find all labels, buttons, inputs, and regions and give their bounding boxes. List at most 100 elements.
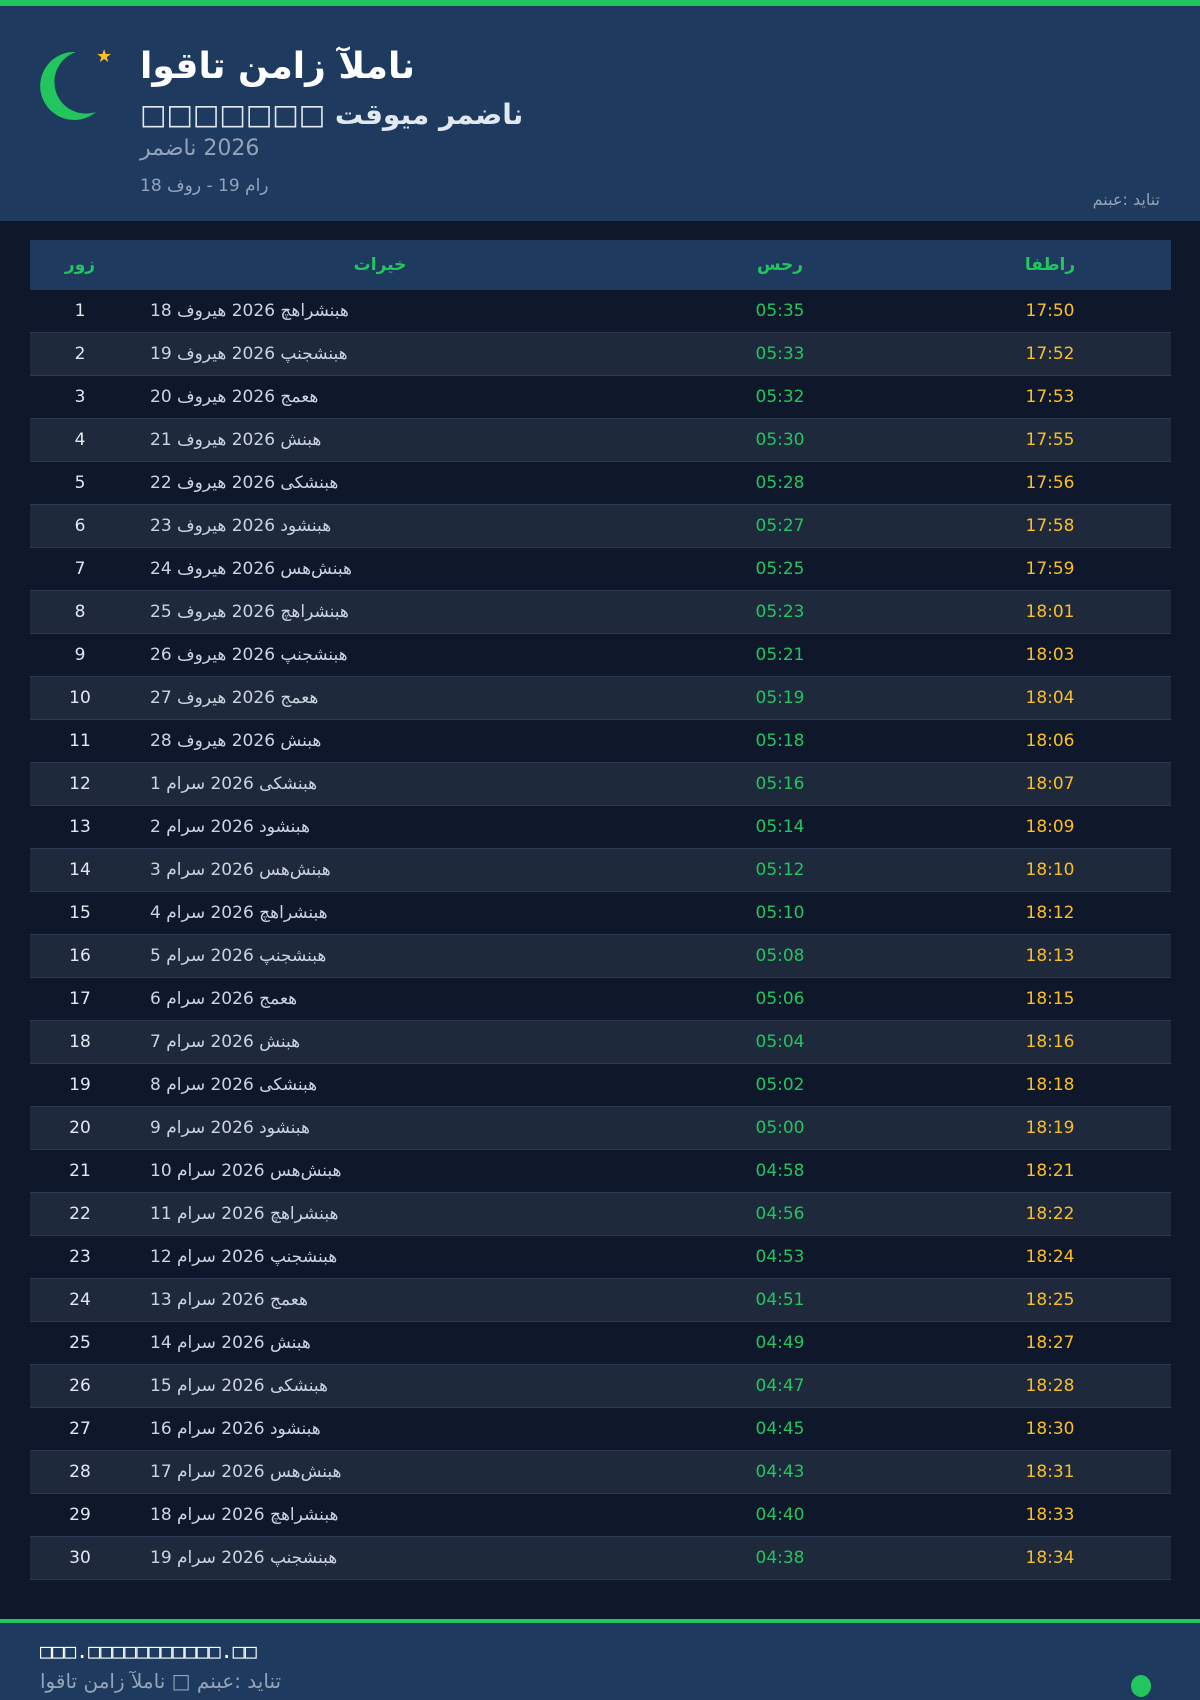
date-cell: 3 مارس 2026 سه‌شنبه	[150, 860, 331, 880]
table-row: 25 14 مارس 2026 شنبه 04:49 18:27	[30, 1322, 1171, 1365]
date-cell: 8 مارس 2026 یکشنبه	[150, 1075, 318, 1095]
date-cell: 18 مارس 2026 چهارشنبه	[150, 1505, 339, 1525]
sahar-time: 05:27	[755, 516, 805, 536]
iftar-time: 17:52	[1025, 344, 1075, 364]
date-cell: 10 مارس 2026 سه‌شنبه	[150, 1161, 342, 1181]
iftar-time: 18:06	[1025, 731, 1075, 751]
sahar-time: 05:12	[755, 860, 805, 880]
day-cell: 8	[74, 602, 86, 622]
day-cell: 6	[74, 516, 86, 536]
table-row: 19 8 مارس 2026 یکشنبه 05:02 18:18	[30, 1064, 1171, 1107]
day-cell: 21	[69, 1161, 91, 1181]
day-cell: 27	[69, 1419, 91, 1439]
iftar-time: 18:28	[1025, 1376, 1075, 1396]
sahar-time: 05:08	[755, 946, 805, 966]
iftar-time: 18:12	[1025, 903, 1075, 923]
date-cell: 26 فوریه 2026 پنجشنبه	[150, 645, 348, 665]
sahar-time: 05:25	[755, 559, 805, 579]
sahar-time: 04:43	[755, 1462, 805, 1482]
day-cell: 4	[74, 430, 86, 450]
iftar-time: 18:22	[1025, 1204, 1075, 1224]
crescent-moon-icon	[40, 51, 96, 120]
day-cell: 10	[69, 688, 91, 708]
date-cell: 15 مارس 2026 یکشنبه	[150, 1376, 328, 1396]
iftar-time: 18:10	[1025, 860, 1075, 880]
date-cell: 19 فوریه 2026 پنجشنبه	[150, 344, 348, 364]
iftar-time: 18:15	[1025, 989, 1075, 1009]
table-row: 22 11 مارس 2026 چهارشنبه 04:56 18:22	[30, 1193, 1171, 1236]
date-cell: 12 مارس 2026 پنجشنبه	[150, 1247, 338, 1267]
table-row: 12 1 مارس 2026 یکشنبه 05:16 18:07	[30, 763, 1171, 806]
table-row: 30 19 مارس 2026 پنجشنبه 04:38 18:34	[30, 1537, 1171, 1580]
day-cell: 11	[69, 731, 91, 751]
iftar-time: 18:33	[1025, 1505, 1075, 1525]
table-row: 13 2 مارس 2026 دوشنبه 05:14 18:09	[30, 806, 1171, 849]
table-row: 11 28 فوریه 2026 شنبه 05:18 18:06	[30, 720, 1171, 763]
sahar-time: 05:10	[755, 903, 805, 923]
date-cell: 2 مارس 2026 دوشنبه	[150, 817, 310, 837]
date-cell: 21 فوریه 2026 شنبه	[150, 430, 322, 450]
sahar-time: 05:16	[755, 774, 805, 794]
table-row: 15 4 مارس 2026 چهارشنبه 05:10 18:12	[30, 892, 1171, 935]
page-header: ★ اوقات نماز آلمان □□□□□□□ تقویم رمضان ر…	[0, 6, 1200, 221]
ramadan-year: رمضان 2026	[140, 136, 260, 161]
sahar-time: 05:30	[755, 430, 805, 450]
table-row: 7 24 فوریه 2026 سه‌شنبه 05:25 17:59	[30, 548, 1171, 591]
day-cell: 5	[74, 473, 86, 493]
date-cell: 28 فوریه 2026 شنبه	[150, 731, 322, 751]
day-cell: 17	[69, 989, 91, 1009]
table-row: 24 13 مارس 2026 جمعه 04:51 18:25	[30, 1279, 1171, 1322]
date-cell: 4 مارس 2026 چهارشنبه	[150, 903, 328, 923]
day-cell: 29	[69, 1505, 91, 1525]
sahar-time: 05:21	[755, 645, 805, 665]
day-cell: 28	[69, 1462, 91, 1482]
sahar-time: 05:23	[755, 602, 805, 622]
date-cell: 18 فوریه 2026 چهارشنبه	[150, 301, 349, 321]
sahar-time: 05:28	[755, 473, 805, 493]
table-row: 4 21 فوریه 2026 شنبه 05:30 17:55	[30, 419, 1171, 462]
day-cell: 25	[69, 1333, 91, 1353]
iftar-time: 18:09	[1025, 817, 1075, 837]
date-cell: 25 فوریه 2026 چهارشنبه	[150, 602, 349, 622]
day-cell: 15	[69, 903, 91, 923]
day-cell: 23	[69, 1247, 91, 1267]
iftar-time: 18:19	[1025, 1118, 1075, 1138]
table-header: روز تاریخ سحر افطار	[30, 240, 1171, 290]
sahar-time: 04:58	[755, 1161, 805, 1181]
date-cell: 22 فوریه 2026 یکشنبه	[150, 473, 339, 493]
sahar-time: 05:14	[755, 817, 805, 837]
date-cell: 20 فوریه 2026 جمعه	[150, 387, 319, 407]
table-row: 26 15 مارس 2026 یکشنبه 04:47 18:28	[30, 1365, 1171, 1408]
header-iftar: افطار	[1024, 255, 1076, 275]
date-cell: 17 مارس 2026 سه‌شنبه	[150, 1462, 342, 1482]
date-cell: 23 فوریه 2026 دوشنبه	[150, 516, 332, 536]
iftar-time: 17:58	[1025, 516, 1075, 536]
table-row: 17 6 مارس 2026 جمعه 05:06 18:15	[30, 978, 1171, 1021]
table-row: 20 9 مارس 2026 دوشنبه 05:00 18:19	[30, 1107, 1171, 1150]
day-cell: 14	[69, 860, 91, 880]
date-cell: 24 فوریه 2026 سه‌شنبه	[150, 559, 352, 579]
iftar-time: 18:27	[1025, 1333, 1075, 1353]
date-cell: 7 مارس 2026 شنبه	[150, 1032, 301, 1052]
table-row: 21 10 مارس 2026 سه‌شنبه 04:58 18:21	[30, 1150, 1171, 1193]
sahar-time: 04:51	[755, 1290, 805, 1310]
day-cell: 16	[69, 946, 91, 966]
sahar-time: 05:33	[755, 344, 805, 364]
date-cell: 13 مارس 2026 جمعه	[150, 1290, 308, 1310]
table-row: 3 20 فوریه 2026 جمعه 05:32 17:53	[30, 376, 1171, 419]
sahar-time: 05:19	[755, 688, 805, 708]
sahar-time: 05:00	[755, 1118, 805, 1138]
table-row: 16 5 مارس 2026 پنجشنبه 05:08 18:13	[30, 935, 1171, 978]
footer-accent-bar	[0, 1619, 1200, 1623]
iftar-time: 18:01	[1025, 602, 1075, 622]
header-day: روز	[64, 255, 96, 275]
iftar-time: 18:34	[1025, 1548, 1075, 1568]
date-range: 18 فور - 19 مار	[140, 176, 269, 196]
sahar-time: 04:38	[755, 1548, 805, 1568]
sahar-time: 04:53	[755, 1247, 805, 1267]
table-row: 23 12 مارس 2026 پنجشنبه 04:53 18:24	[30, 1236, 1171, 1279]
status-dot-icon	[1131, 1675, 1151, 1697]
source-label: منبع: دیانت	[1092, 190, 1160, 209]
footer-website: □□□.□□□□□□□□□□□.□□	[40, 1639, 257, 1663]
iftar-time: 18:07	[1025, 774, 1075, 794]
